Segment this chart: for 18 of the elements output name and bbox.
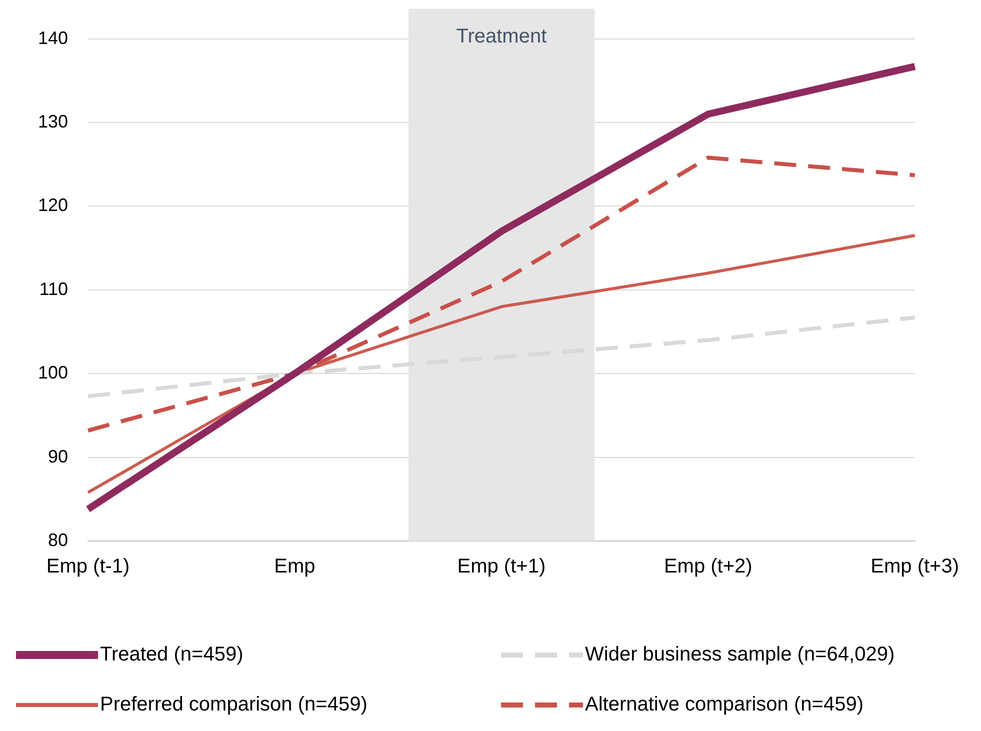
legend-label: Wider business sample (n=64,029) bbox=[585, 644, 895, 666]
y-tick-label: 110 bbox=[39, 278, 68, 299]
x-tick-label: Emp (t+1) bbox=[457, 556, 546, 578]
band-label: Treatment bbox=[456, 25, 548, 48]
y-tick-label: 140 bbox=[38, 28, 68, 48]
x-tick-label: Emp bbox=[274, 556, 316, 578]
y-tick-label: 120 bbox=[38, 195, 68, 216]
legend-label: Treated (n=459) bbox=[100, 644, 244, 666]
x-tick-label: Emp (t-1) bbox=[46, 556, 130, 578]
y-tick-label: 80 bbox=[48, 530, 68, 550]
x-tick-label: Emp (t+2) bbox=[664, 556, 752, 578]
y-tick-label: 130 bbox=[38, 111, 68, 132]
y-tick-label: 90 bbox=[48, 446, 68, 466]
x-tick-label: Emp (t+3) bbox=[870, 556, 959, 578]
y-tick-label: 100 bbox=[38, 362, 68, 383]
legend-label: Alternative comparison (n=459) bbox=[585, 694, 864, 716]
line-series bbox=[86, 316, 917, 398]
legend-label: Preferred comparison (n=459) bbox=[100, 694, 368, 716]
